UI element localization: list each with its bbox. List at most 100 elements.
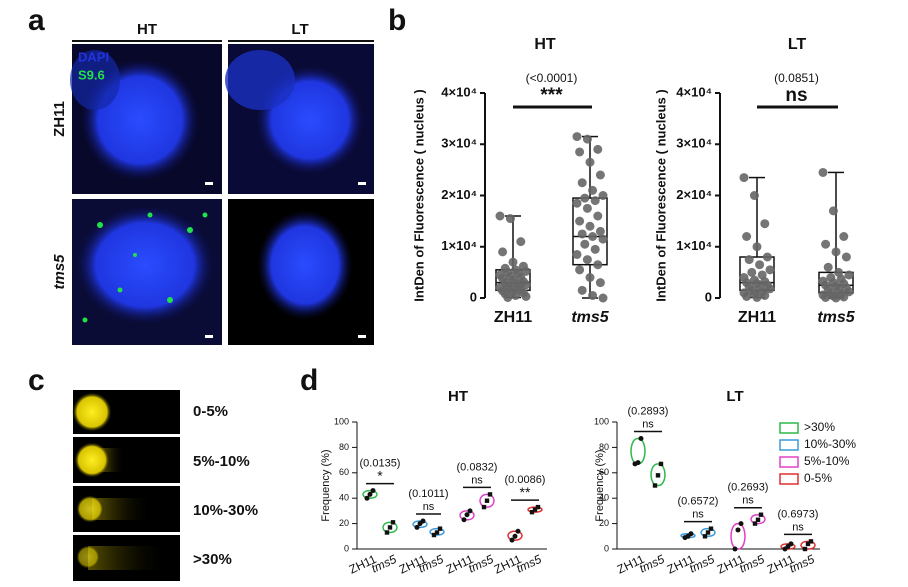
- data-point: [511, 290, 521, 300]
- box: [572, 197, 608, 266]
- panel-letter: b: [388, 4, 406, 37]
- data-point: [535, 504, 541, 510]
- data-point: [509, 537, 515, 543]
- panel-letter: c: [28, 364, 45, 397]
- data-point: [658, 461, 664, 467]
- data-point: [638, 436, 644, 442]
- data-point: [818, 167, 828, 177]
- data-point: [742, 291, 752, 301]
- y-axis-label: Frequency (%): [594, 449, 606, 521]
- data-point: [765, 284, 775, 294]
- y-tick-label: 2×10⁴: [676, 187, 712, 202]
- data-point: [572, 132, 582, 142]
- significance: ns: [692, 509, 704, 521]
- y-tick-label: 0: [470, 289, 477, 304]
- data-point: [828, 206, 838, 216]
- p-value: (0.0086): [505, 474, 546, 486]
- data-point: [595, 278, 605, 288]
- data-point: [598, 293, 608, 303]
- p-value: (0.6572): [678, 496, 719, 508]
- significance: ns: [785, 85, 807, 106]
- data-point: [595, 226, 605, 236]
- data-point: [390, 520, 396, 525]
- data-point: [516, 237, 526, 247]
- data-point: [585, 157, 595, 167]
- data-point: [503, 292, 513, 302]
- y-tick-label: 100: [594, 416, 609, 426]
- legend-label: 5%-10%: [804, 454, 850, 468]
- legend-swatch: [779, 422, 799, 434]
- data-point: [688, 531, 694, 537]
- data-point: [755, 517, 761, 522]
- violin: [630, 437, 646, 465]
- x-tick-label: ZH11: [738, 309, 776, 326]
- data-point: [577, 229, 587, 239]
- panel-letter: d: [300, 364, 318, 397]
- violin: [750, 513, 766, 525]
- data-point: [585, 273, 595, 282]
- x-tick-label: tms5: [571, 309, 609, 326]
- column-label: HT: [137, 21, 157, 38]
- y-tick-label: 60: [339, 467, 349, 477]
- data-point: [839, 232, 849, 241]
- data-point: [593, 260, 603, 270]
- y-tick-label: 0: [344, 543, 349, 553]
- p-value: (0.0851): [774, 71, 819, 85]
- data-point: [735, 527, 741, 533]
- violin: [730, 522, 746, 550]
- data-point: [481, 504, 487, 510]
- violin: [527, 506, 543, 513]
- significance: ns: [792, 521, 804, 533]
- y-tick-label: 1×10⁴: [676, 238, 712, 253]
- chart-title: LT: [726, 388, 743, 405]
- y-tick-label: 20: [339, 518, 349, 528]
- data-point: [590, 244, 600, 254]
- data-point: [575, 265, 585, 275]
- y-tick-label: 80: [599, 442, 609, 452]
- data-point: [752, 292, 762, 302]
- data-point: [467, 508, 473, 514]
- violin: [650, 463, 666, 487]
- data-point: [498, 247, 508, 257]
- data-point: [577, 178, 587, 188]
- data-point: [823, 262, 833, 272]
- data-point: [593, 211, 603, 221]
- data-point: [760, 290, 770, 300]
- p-value: (0.6973): [778, 508, 819, 520]
- data-point: [387, 525, 393, 530]
- data-point: [370, 488, 376, 494]
- significance: ns: [471, 474, 483, 486]
- p-value: (0.1011): [408, 488, 448, 500]
- violin: [459, 510, 475, 521]
- data-point: [521, 266, 531, 276]
- y-tick-label: 4×10⁴: [441, 84, 477, 99]
- comet-images: [72, 390, 180, 581]
- data-point: [414, 524, 420, 530]
- y-tick-label: 4×10⁴: [676, 84, 712, 99]
- p-value: (0.2893): [628, 405, 669, 417]
- violin: [800, 540, 816, 550]
- data-point: [802, 546, 808, 552]
- violin: [780, 543, 796, 550]
- violin: [362, 489, 378, 499]
- data-point: [839, 292, 849, 302]
- data-point: [598, 191, 608, 200]
- data-point: [575, 216, 585, 226]
- data-point: [521, 291, 531, 301]
- y-tick-label: 40: [339, 493, 349, 503]
- data-point: [595, 170, 605, 180]
- y-axis-label: IntDen of Fluorescence ( nucleus ): [653, 89, 668, 301]
- legend-swatch: [779, 456, 799, 468]
- legend-label: 0-5%: [804, 471, 832, 485]
- data-point: [505, 214, 515, 224]
- data-point: [420, 518, 426, 524]
- data-point: [742, 232, 752, 241]
- data-point: [788, 541, 794, 547]
- legend-label: >30%: [804, 420, 835, 434]
- data-point: [582, 134, 592, 144]
- data-point: [593, 144, 603, 154]
- data-point: [805, 541, 811, 547]
- data-point: [577, 285, 587, 295]
- data-point: [841, 252, 851, 262]
- data-point: [702, 534, 708, 539]
